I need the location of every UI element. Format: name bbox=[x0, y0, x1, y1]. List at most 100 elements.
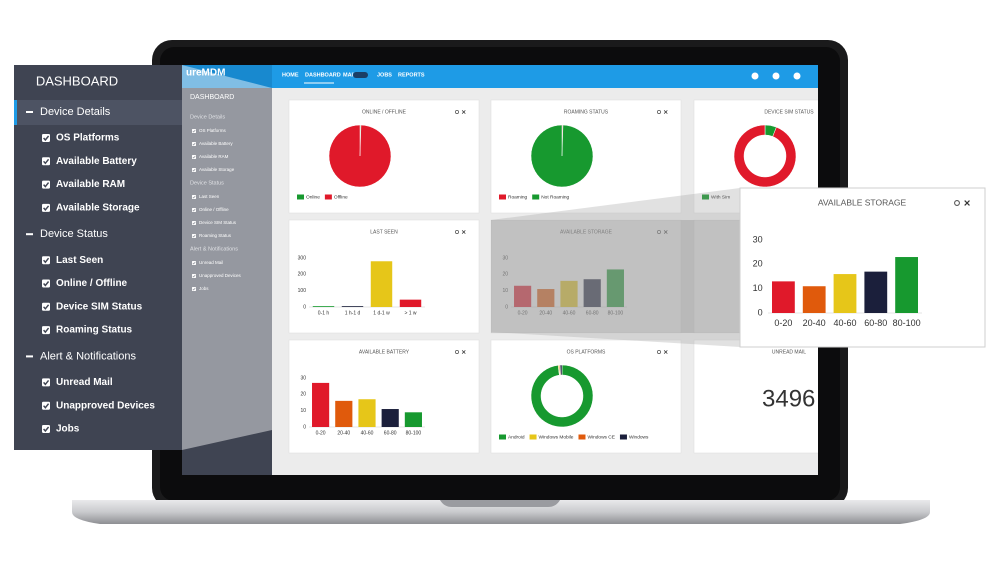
close-icon[interactable] bbox=[663, 350, 668, 354]
nav-item[interactable]: REPORTS bbox=[398, 72, 425, 78]
widget-title: OS PLATFORMS bbox=[567, 349, 606, 355]
legend-swatch bbox=[297, 194, 304, 200]
close-icon[interactable] bbox=[867, 350, 870, 353]
checkmark bbox=[43, 158, 50, 165]
x-tick-label: 20-40 bbox=[803, 318, 826, 328]
nav-icon[interactable] bbox=[793, 72, 801, 80]
item-label[interactable]: Available Storage bbox=[56, 203, 140, 214]
refresh-icon[interactable] bbox=[954, 200, 960, 206]
item-label[interactable]: Unapproved Devices bbox=[56, 400, 155, 411]
bar bbox=[404, 412, 422, 427]
nav-icon[interactable] bbox=[772, 72, 780, 80]
nav-icon[interactable] bbox=[751, 72, 759, 80]
close-icon[interactable] bbox=[461, 350, 466, 354]
checkmark bbox=[43, 135, 50, 142]
app-section-label: Device Status bbox=[190, 180, 224, 186]
bar bbox=[895, 257, 918, 313]
refresh-icon[interactable] bbox=[860, 350, 863, 353]
y-tick-label: 10 bbox=[753, 283, 763, 293]
app-item-label: Jobs bbox=[199, 286, 209, 291]
x-tick-label: 20-40 bbox=[337, 430, 350, 436]
y-tick-label: 30 bbox=[502, 255, 508, 261]
refresh-icon[interactable] bbox=[455, 350, 459, 354]
app-item-label: OS Platforms bbox=[199, 128, 227, 133]
item-label[interactable]: Last Seen bbox=[56, 255, 103, 266]
nav-item[interactable]: JOBS bbox=[377, 72, 392, 78]
refresh-icon[interactable] bbox=[657, 230, 661, 234]
checkmark bbox=[43, 304, 50, 310]
legend-swatch bbox=[702, 194, 709, 200]
bar bbox=[312, 382, 330, 427]
checkmark bbox=[192, 208, 196, 212]
item-label[interactable]: Online / Offline bbox=[56, 278, 128, 289]
checkbox bbox=[42, 180, 50, 189]
x-tick-label: 1 h-1 d bbox=[345, 310, 361, 316]
close-icon[interactable] bbox=[867, 110, 870, 113]
refresh-icon[interactable] bbox=[657, 110, 661, 114]
close-icon[interactable] bbox=[461, 110, 466, 114]
checkbox bbox=[42, 302, 50, 311]
slice bbox=[328, 124, 392, 188]
x-tick-label: 1 d-1 w bbox=[373, 310, 390, 316]
legend-label: Not Roaming bbox=[541, 194, 569, 200]
bar bbox=[312, 306, 335, 307]
legend-label: Windows CE bbox=[587, 434, 614, 440]
y-tick-label: 200 bbox=[298, 272, 307, 278]
x-tick-label: 40-60 bbox=[361, 430, 374, 436]
checkbox bbox=[42, 203, 50, 212]
nav-item[interactable]: HOME bbox=[282, 72, 299, 78]
refresh-icon[interactable] bbox=[657, 350, 661, 354]
checkbox bbox=[42, 134, 50, 142]
bar bbox=[833, 274, 857, 313]
x-tick-label: 0-20 bbox=[518, 310, 528, 316]
checkmark bbox=[192, 142, 196, 146]
bar bbox=[583, 279, 601, 307]
checkbox bbox=[42, 401, 50, 410]
legend-swatch bbox=[619, 434, 627, 440]
close-icon[interactable] bbox=[663, 110, 668, 114]
item-label[interactable]: Available RAM bbox=[56, 179, 125, 190]
section-dash bbox=[26, 355, 33, 358]
zoom-title: AVAILABLE STORAGE bbox=[818, 197, 907, 207]
checkmark bbox=[43, 426, 50, 433]
app-item-label: Available Battery bbox=[199, 141, 233, 146]
y-tick-label: 10 bbox=[300, 408, 306, 414]
widget: OS PLATFORMS Android Windows Mobile Windows… bbox=[490, 339, 682, 454]
y-tick-label: 0 bbox=[303, 304, 306, 310]
section-label[interactable]: Device Status bbox=[40, 228, 108, 240]
item-label[interactable]: Device SIM Status bbox=[56, 301, 143, 312]
checkmark bbox=[43, 182, 50, 188]
legend-swatch bbox=[578, 434, 586, 440]
item-label[interactable]: OS Platforms bbox=[56, 133, 120, 144]
slice bbox=[559, 364, 563, 376]
item-label[interactable]: Unread Mail bbox=[56, 377, 113, 388]
y-tick-label: 20 bbox=[753, 259, 763, 269]
refresh-icon[interactable] bbox=[455, 230, 459, 234]
close-icon[interactable] bbox=[964, 200, 970, 206]
zoom-shade bbox=[182, 65, 272, 450]
nav-item[interactable]: MAIL bbox=[343, 72, 357, 78]
legend-label: Windows bbox=[629, 434, 649, 440]
active-marker bbox=[14, 100, 17, 125]
y-tick-label: 300 bbox=[298, 255, 307, 261]
item-label[interactable]: Jobs bbox=[56, 424, 80, 435]
refresh-icon[interactable] bbox=[860, 110, 863, 113]
bar bbox=[381, 409, 399, 427]
y-tick-label: 20 bbox=[300, 392, 306, 398]
checkbox bbox=[42, 256, 50, 265]
close-icon[interactable] bbox=[461, 230, 466, 234]
app-item-label: Roaming Status bbox=[199, 233, 232, 238]
close-icon[interactable] bbox=[663, 230, 668, 234]
section-label[interactable]: Alert & Notifications bbox=[40, 350, 136, 362]
item-label[interactable]: Available Battery bbox=[56, 156, 137, 167]
nav-item[interactable]: DASHBOARD bbox=[305, 72, 341, 78]
bar bbox=[514, 285, 532, 307]
refresh-icon[interactable] bbox=[455, 110, 459, 114]
checkmark bbox=[192, 234, 196, 238]
x-tick-label: > 1 w bbox=[404, 310, 416, 316]
legend-swatch bbox=[499, 194, 506, 200]
widget: UNREAD MAIL 3496 bbox=[693, 339, 870, 454]
x-tick-label: 0-20 bbox=[316, 430, 326, 436]
item-label[interactable]: Roaming Status bbox=[56, 325, 133, 336]
section-label[interactable]: Device Details bbox=[40, 106, 111, 118]
